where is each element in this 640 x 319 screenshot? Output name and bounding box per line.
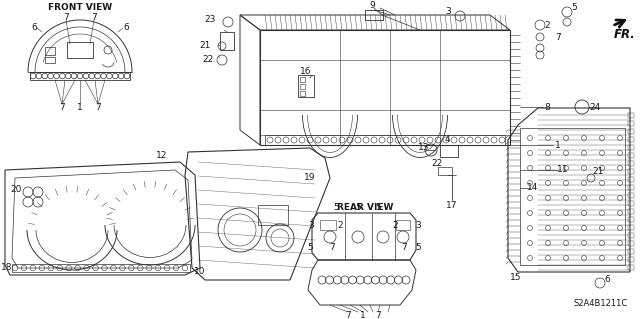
Text: 5: 5 bbox=[415, 243, 421, 253]
Text: 21: 21 bbox=[199, 41, 211, 49]
Text: 5: 5 bbox=[333, 204, 339, 212]
Text: 24: 24 bbox=[589, 102, 600, 112]
Text: 5: 5 bbox=[307, 243, 313, 253]
Bar bbox=[30, 72, 130, 80]
Text: 14: 14 bbox=[527, 183, 539, 192]
Text: 3: 3 bbox=[308, 220, 314, 229]
Text: 21: 21 bbox=[592, 167, 604, 176]
Bar bbox=[628, 129, 634, 134]
Text: 4: 4 bbox=[444, 136, 450, 145]
Bar bbox=[628, 177, 634, 182]
Bar bbox=[260, 30, 510, 145]
Text: 11: 11 bbox=[557, 166, 569, 174]
Text: 6: 6 bbox=[31, 24, 37, 33]
Text: 23: 23 bbox=[204, 16, 216, 25]
Bar bbox=[628, 201, 634, 206]
Bar bbox=[45, 47, 55, 55]
Text: 17: 17 bbox=[446, 201, 458, 210]
Text: 9: 9 bbox=[369, 1, 375, 10]
Bar bbox=[628, 225, 634, 230]
Text: 6: 6 bbox=[123, 24, 129, 33]
Text: 13: 13 bbox=[419, 144, 429, 152]
Bar bbox=[628, 241, 634, 246]
Bar bbox=[365, 10, 383, 20]
Bar bbox=[12, 264, 190, 272]
Bar bbox=[440, 145, 458, 157]
Bar bbox=[265, 135, 505, 145]
Bar bbox=[300, 77, 305, 82]
Bar bbox=[258, 205, 288, 225]
Bar bbox=[300, 84, 305, 89]
Bar bbox=[628, 145, 634, 150]
Text: 7: 7 bbox=[401, 243, 407, 253]
Text: 5: 5 bbox=[375, 204, 381, 212]
Text: 7: 7 bbox=[375, 310, 381, 319]
Text: 22: 22 bbox=[431, 159, 443, 167]
Bar bbox=[300, 91, 305, 96]
Bar bbox=[628, 185, 634, 190]
Text: 2: 2 bbox=[337, 220, 343, 229]
Text: 1: 1 bbox=[360, 310, 366, 319]
Bar bbox=[45, 57, 55, 63]
Text: 7: 7 bbox=[59, 103, 65, 113]
Text: 7: 7 bbox=[555, 33, 561, 41]
Bar bbox=[520, 128, 625, 265]
Text: 22: 22 bbox=[202, 55, 214, 63]
Text: 5: 5 bbox=[355, 204, 361, 212]
Bar bbox=[628, 193, 634, 198]
Text: 7: 7 bbox=[329, 243, 335, 253]
Text: 7: 7 bbox=[95, 103, 101, 113]
Text: 20: 20 bbox=[10, 184, 22, 194]
Bar bbox=[628, 265, 634, 270]
Bar bbox=[396, 220, 410, 230]
Text: 10: 10 bbox=[195, 268, 205, 277]
Bar bbox=[628, 209, 634, 214]
Text: REAR VIEW: REAR VIEW bbox=[337, 203, 393, 211]
Text: 6: 6 bbox=[604, 276, 610, 285]
Text: S2A4B1211C: S2A4B1211C bbox=[574, 299, 628, 308]
Text: 19: 19 bbox=[304, 174, 316, 182]
Text: 16: 16 bbox=[300, 68, 312, 77]
Text: 5: 5 bbox=[571, 4, 577, 12]
Text: FR.: FR. bbox=[614, 28, 636, 41]
Bar bbox=[628, 257, 634, 262]
Bar bbox=[628, 161, 634, 166]
Bar bbox=[298, 75, 314, 97]
Text: 18: 18 bbox=[1, 263, 13, 272]
Text: 3: 3 bbox=[445, 8, 451, 17]
Text: FRONT VIEW: FRONT VIEW bbox=[48, 4, 112, 12]
Text: 7: 7 bbox=[345, 310, 351, 319]
Bar bbox=[628, 233, 634, 238]
Text: 1: 1 bbox=[555, 140, 561, 150]
Bar bbox=[628, 217, 634, 222]
Bar bbox=[628, 137, 634, 142]
Text: 3: 3 bbox=[415, 220, 421, 229]
Bar bbox=[438, 167, 452, 175]
Text: 8: 8 bbox=[544, 102, 550, 112]
Bar bbox=[628, 169, 634, 174]
Bar bbox=[628, 153, 634, 158]
Bar bbox=[220, 32, 234, 50]
Bar bbox=[67, 42, 93, 58]
Text: 15: 15 bbox=[510, 273, 522, 283]
Bar bbox=[628, 249, 634, 254]
Bar bbox=[320, 220, 336, 230]
Bar bbox=[628, 113, 634, 118]
Text: 7: 7 bbox=[63, 12, 69, 21]
Text: 12: 12 bbox=[156, 151, 168, 160]
Text: 2: 2 bbox=[544, 20, 550, 29]
Text: 2: 2 bbox=[392, 220, 398, 229]
Bar bbox=[628, 121, 634, 126]
Text: 1: 1 bbox=[77, 103, 83, 113]
Text: 7: 7 bbox=[91, 12, 97, 21]
